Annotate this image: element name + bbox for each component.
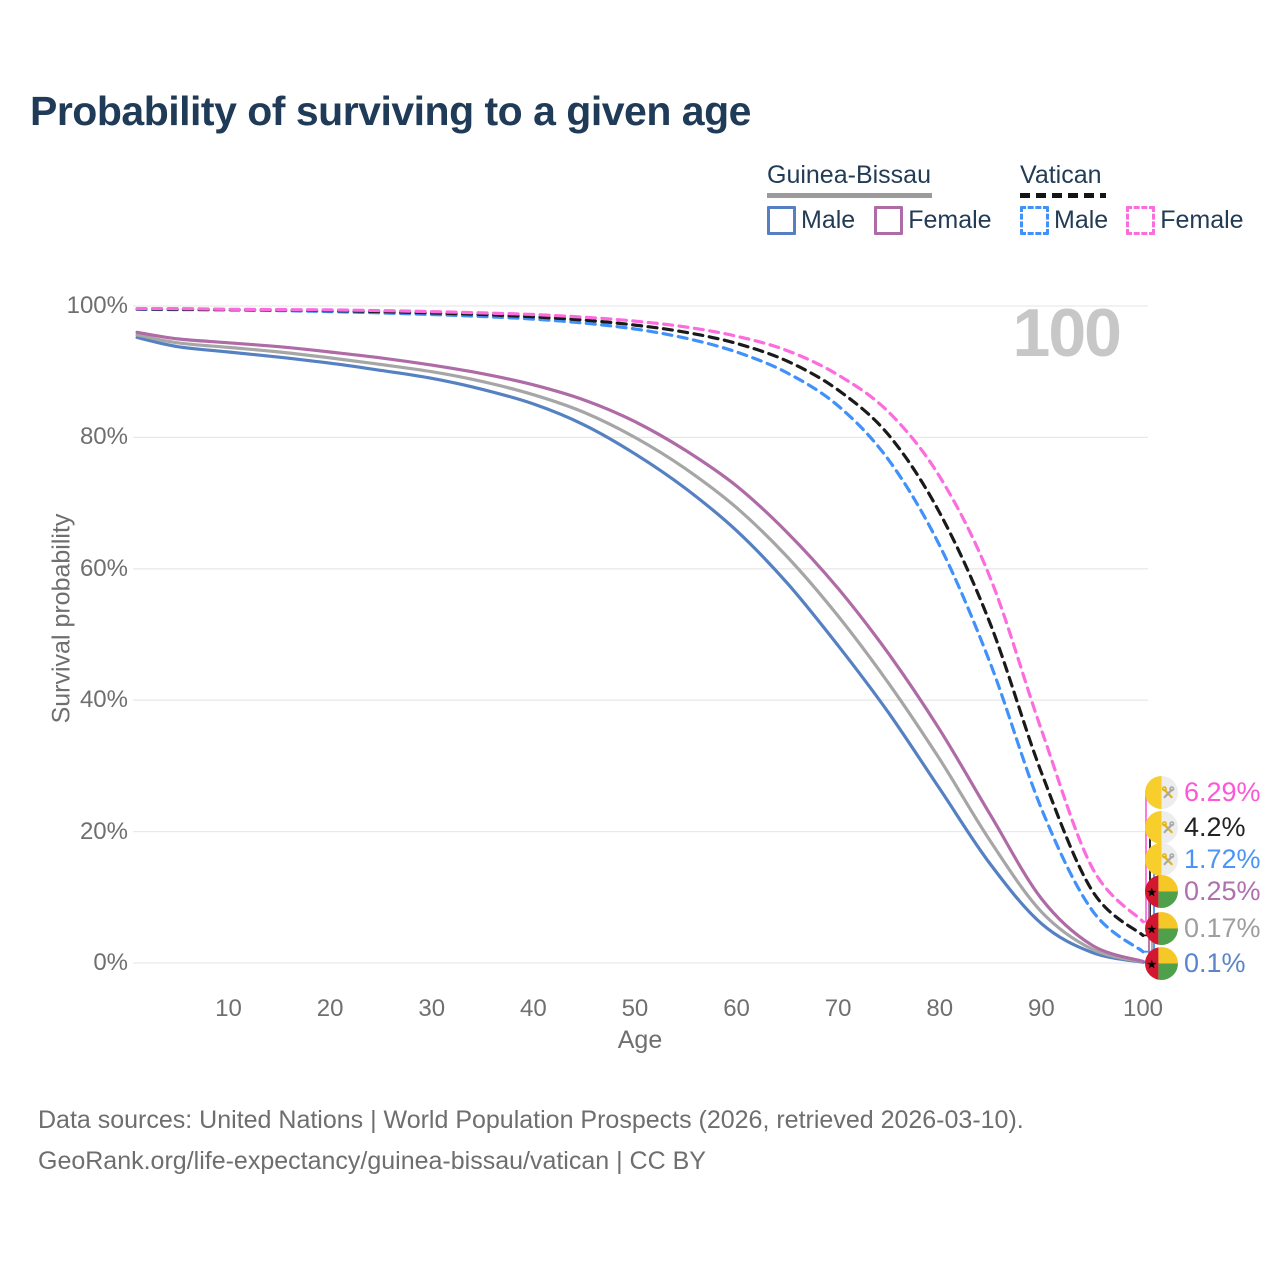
guinea-bissau-flag-icon: ★ [1145,874,1178,908]
legend-checkbox-vatican-female[interactable] [1126,206,1156,235]
end-label-vatican-both-sexes: 4.2% [1145,810,1246,844]
vatican-flag-icon [1145,842,1178,876]
vatican-flag-icon [1145,810,1178,844]
svg-text:★: ★ [1146,885,1157,899]
x-tick-20: 20 [316,995,344,1022]
legend-item-vatican-male[interactable]: Male [1020,206,1108,235]
end-label-vatican-male: 1.72% [1145,842,1261,876]
end-label-guinea-bissau-female: ★ 0.25% [1145,874,1261,908]
x-tick-40: 40 [519,995,547,1022]
legend-item-vatican-female[interactable]: Female [1126,206,1244,235]
survival-curves [135,306,1145,964]
x-tick-10: 10 [215,995,242,1022]
legend-checkbox-vatican-male[interactable] [1020,206,1049,235]
legend-item-label: Male [1054,206,1109,234]
y-tick-100: 100% [66,292,128,319]
curve-guinea-bissau-female [135,330,1145,963]
legend-checkbox-gb-male[interactable] [767,206,796,235]
svg-text:★: ★ [1146,957,1157,971]
end-label-vatican-female: 6.29% [1145,775,1261,809]
guinea-bissau-flag-icon: ★ [1145,946,1178,980]
legend-group-vatican: Vatican Male Female [1020,161,1244,235]
legend-group-vatican-title: Vatican [1020,161,1102,189]
end-label-value: 6.29% [1184,776,1261,807]
legend-group-guinea-bissau: Guinea-Bissau Male Female [767,161,992,235]
end-label-value: 0.25% [1184,875,1261,906]
curve-guinea-bissau-both-sexes [135,333,1145,964]
end-label-value: 0.1% [1184,947,1246,978]
footer-sources: Data sources: United Nations | World Pop… [38,1106,1024,1134]
curve-vatican-male [135,307,1145,954]
legend-group-guinea-bissau-title: Guinea-Bissau [767,161,931,189]
legend-item-label: Male [801,206,856,234]
vatican-flag-icon [1145,775,1178,809]
y-tick-40: 40% [79,686,128,714]
gridlines [133,305,1148,964]
end-label-guinea-bissau-male: ★ 0.1% [1145,946,1246,980]
x-tick-70: 70 [824,995,852,1022]
legend-item-guinea-bissau-male[interactable]: Male [767,206,855,235]
y-tick-20: 20% [79,817,128,845]
x-tick-80: 80 [926,995,954,1022]
age-watermark: 100 [1012,295,1122,371]
page-title: Probability of surviving to a given age [30,88,751,134]
x-tick-100: 100 [1122,995,1164,1022]
end-label-value: 0.17% [1184,912,1261,943]
y-tick-80: 80% [79,423,128,451]
legend-item-label: Female [908,206,992,234]
end-label-value: 1.72% [1184,843,1261,874]
x-tick-50: 50 [621,995,649,1022]
legend-item-guinea-bissau-female[interactable]: Female [874,206,992,235]
legend-checkbox-gb-female[interactable] [874,206,904,235]
x-tick-90: 90 [1028,995,1055,1022]
y-tick-60: 60% [79,554,128,582]
footer-attribution: GeoRank.org/life-expectancy/guinea-bissa… [38,1147,706,1175]
legend-underline-dashed-sample [1020,193,1106,198]
svg-text:★: ★ [1146,922,1157,936]
x-axis-title: Age [617,1026,663,1054]
legend-item-label: Female [1160,206,1244,234]
x-tick-30: 30 [418,995,446,1022]
y-tick-0: 0% [93,949,128,976]
x-tick-60: 60 [723,995,750,1022]
guinea-bissau-flag-icon: ★ [1145,911,1178,945]
end-label-value: 4.2% [1184,811,1246,842]
end-label-guinea-bissau-both-sexes: ★ 0.17% [1145,911,1261,945]
curve-vatican-female [135,306,1145,924]
curve-guinea-bissau-male [135,335,1145,964]
legend-underline-solid-sample [767,193,932,198]
